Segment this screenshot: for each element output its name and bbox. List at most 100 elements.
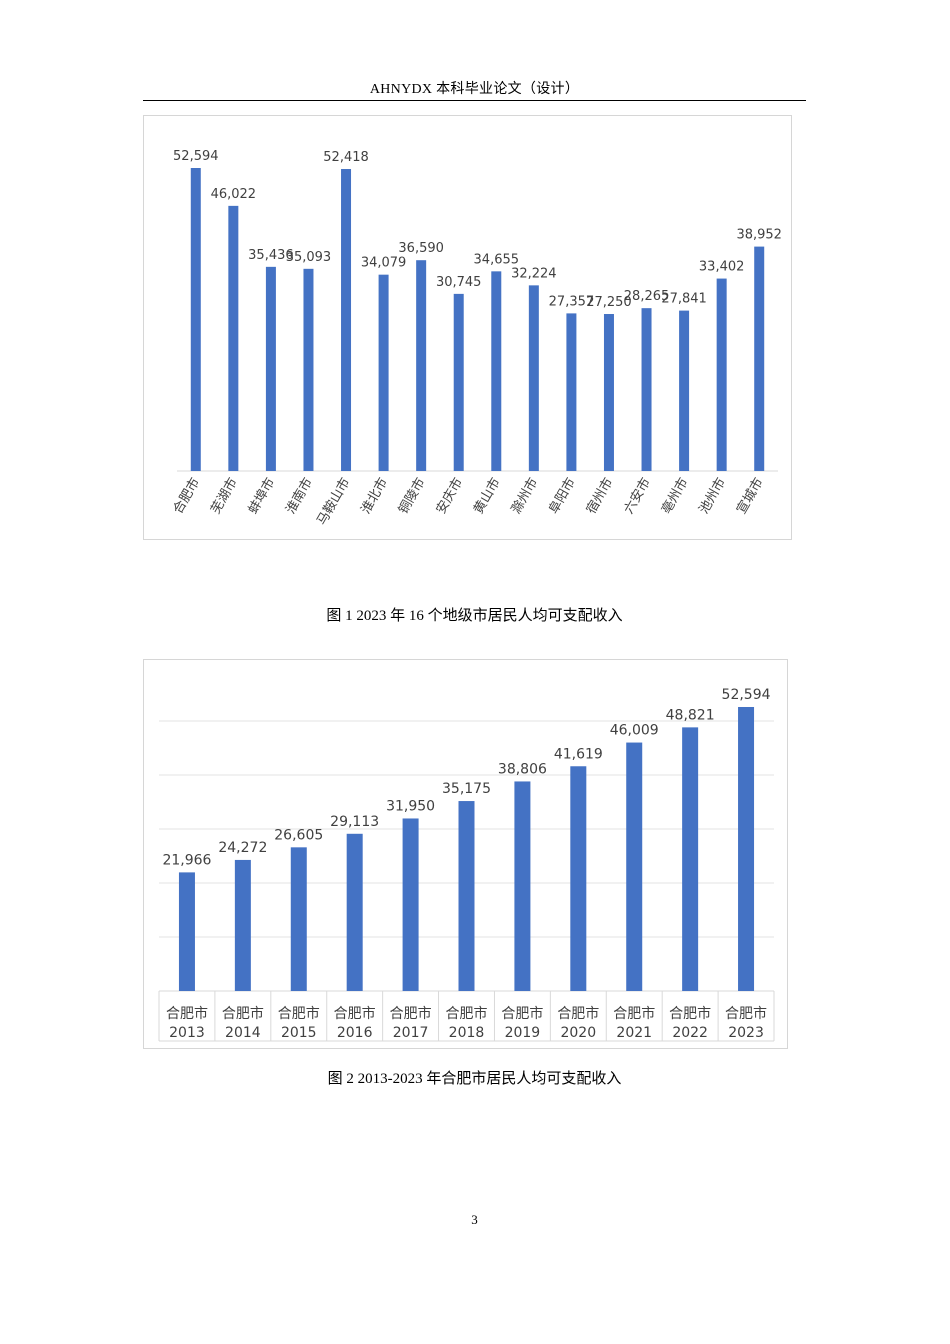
x-tick-label-city: 合肥市 <box>166 1005 208 1022</box>
bar <box>416 260 427 471</box>
x-tick-label: 芜湖市 <box>207 475 240 517</box>
bar <box>290 847 307 991</box>
x-tick-label-city: 合肥市 <box>501 1005 543 1022</box>
x-tick-label: 池州市 <box>696 475 729 517</box>
bar <box>528 285 539 471</box>
bar <box>178 872 195 991</box>
data-label: 30,745 <box>436 275 482 290</box>
data-label: 46,009 <box>610 723 659 739</box>
bar <box>234 859 251 991</box>
bar <box>716 278 727 471</box>
page-number: 3 <box>471 1212 478 1227</box>
bar <box>679 310 690 471</box>
data-label: 35,436 <box>248 248 294 263</box>
x-tick-label-city: 合肥市 <box>557 1005 599 1022</box>
bar <box>341 169 352 471</box>
data-label: 38,806 <box>498 761 547 777</box>
header-rule <box>143 100 806 101</box>
x-tick-label-year: 2017 <box>393 1025 429 1041</box>
x-tick-label: 宣城市 <box>733 475 766 517</box>
x-tick-label-year: 2019 <box>505 1025 541 1041</box>
x-tick-label: 滁州市 <box>508 475 541 517</box>
bar <box>228 205 239 471</box>
x-tick-label-city: 合肥市 <box>390 1005 432 1022</box>
bar <box>566 313 577 471</box>
x-tick-label-year: 2021 <box>616 1025 652 1041</box>
x-tick-label-city: 合肥市 <box>613 1005 655 1022</box>
data-label: 52,594 <box>173 149 219 164</box>
chart-2-svg: 21,966 合肥市 2013 24,272 合肥市 2014 26,605 合肥市 2015 2… <box>158 687 775 1042</box>
data-label: 52,418 <box>323 150 369 165</box>
x-tick-label-city: 合肥市 <box>334 1005 376 1022</box>
x-tick-label-year: 2013 <box>169 1025 205 1041</box>
x-tick-label: 铜陵市 <box>395 475 428 517</box>
data-label: 21,966 <box>162 852 211 868</box>
bar <box>738 706 755 991</box>
x-tick-label-year: 2015 <box>281 1025 317 1041</box>
bar <box>491 271 502 471</box>
x-tick-label-year: 2014 <box>225 1025 261 1041</box>
x-tick-label-year: 2018 <box>449 1025 485 1041</box>
x-tick-label: 六安市 <box>621 475 654 517</box>
x-tick-label-city: 合肥市 <box>725 1005 767 1022</box>
bar <box>641 308 652 471</box>
x-tick-label: 宿州市 <box>583 475 616 517</box>
data-label: 24,272 <box>218 840 267 856</box>
x-tick-label-year: 2016 <box>337 1025 373 1041</box>
data-label: 35,093 <box>286 250 332 265</box>
bar <box>603 314 614 471</box>
bar <box>402 818 419 991</box>
data-label: 33,402 <box>699 260 745 275</box>
figure-1-caption: 图 1 2023 年 16 个地级市居民人均可支配收入 <box>326 608 623 624</box>
x-tick-label: 亳州市 <box>658 475 691 517</box>
data-label: 34,655 <box>474 252 520 267</box>
page-header-title: AHNYDX 本科毕业论文（设计） <box>369 82 580 97</box>
bar <box>453 293 464 471</box>
data-label: 27,250 <box>586 295 632 310</box>
chart-1-city-income: 52,594 合肥市 46,022 芜湖市 35,436 蚌埠市 35,093 淮南市 52,4… <box>170 149 782 528</box>
bar <box>682 727 699 991</box>
x-tick-label-city: 合肥市 <box>446 1005 488 1022</box>
x-tick-label: 淮北市 <box>358 475 391 517</box>
data-label: 48,821 <box>666 707 715 723</box>
bar <box>378 274 389 471</box>
x-tick-label-city: 合肥市 <box>669 1005 711 1022</box>
bar <box>346 833 363 991</box>
bar <box>265 266 276 471</box>
bar <box>754 246 765 471</box>
x-tick-label: 马鞍山市 <box>314 475 354 528</box>
data-label: 32,224 <box>511 266 557 281</box>
data-label: 31,950 <box>386 798 435 814</box>
x-tick-label-city: 合肥市 <box>222 1005 264 1022</box>
x-tick-label-year: 2022 <box>672 1025 708 1041</box>
data-label: 36,590 <box>398 241 444 256</box>
figure-2-caption: 图 2 2013-2023 年合肥市居民人均可支配收入 <box>327 1071 622 1087</box>
bar <box>303 268 314 471</box>
data-label: 41,619 <box>554 746 603 762</box>
data-label: 27,357 <box>549 294 595 309</box>
bar <box>514 781 531 991</box>
data-label: 38,952 <box>736 228 782 243</box>
data-label: 26,605 <box>274 827 323 843</box>
data-label: 28,265 <box>624 289 670 304</box>
x-tick-label-city: 合肥市 <box>278 1005 320 1022</box>
x-tick-label: 黄山市 <box>470 475 503 517</box>
data-label: 52,594 <box>722 687 771 703</box>
x-tick-label: 合肥市 <box>170 475 203 517</box>
data-label: 27,841 <box>661 292 707 307</box>
bar <box>190 168 201 471</box>
x-tick-label: 安庆市 <box>433 475 466 517</box>
data-label: 34,079 <box>361 256 407 271</box>
bar <box>570 766 587 991</box>
x-tick-label: 阜阳市 <box>546 475 579 517</box>
chart-2-hefei-income: 21,966 合肥市 2013 24,272 合肥市 2014 26,605 合肥市 2015 2… <box>143 659 788 1049</box>
x-tick-label-year: 2023 <box>728 1025 764 1041</box>
x-tick-label-year: 2020 <box>560 1025 596 1041</box>
bar <box>458 801 475 991</box>
data-label: 29,113 <box>330 814 379 830</box>
x-tick-label: 淮南市 <box>283 475 316 517</box>
chart-1-frame: 52,594 合肥市 46,022 芜湖市 35,436 蚌埠市 35,093 淮南市 52,4… <box>143 115 792 540</box>
x-tick-label: 蚌埠市 <box>245 475 278 517</box>
bar <box>626 742 643 991</box>
data-label: 46,022 <box>211 187 257 202</box>
